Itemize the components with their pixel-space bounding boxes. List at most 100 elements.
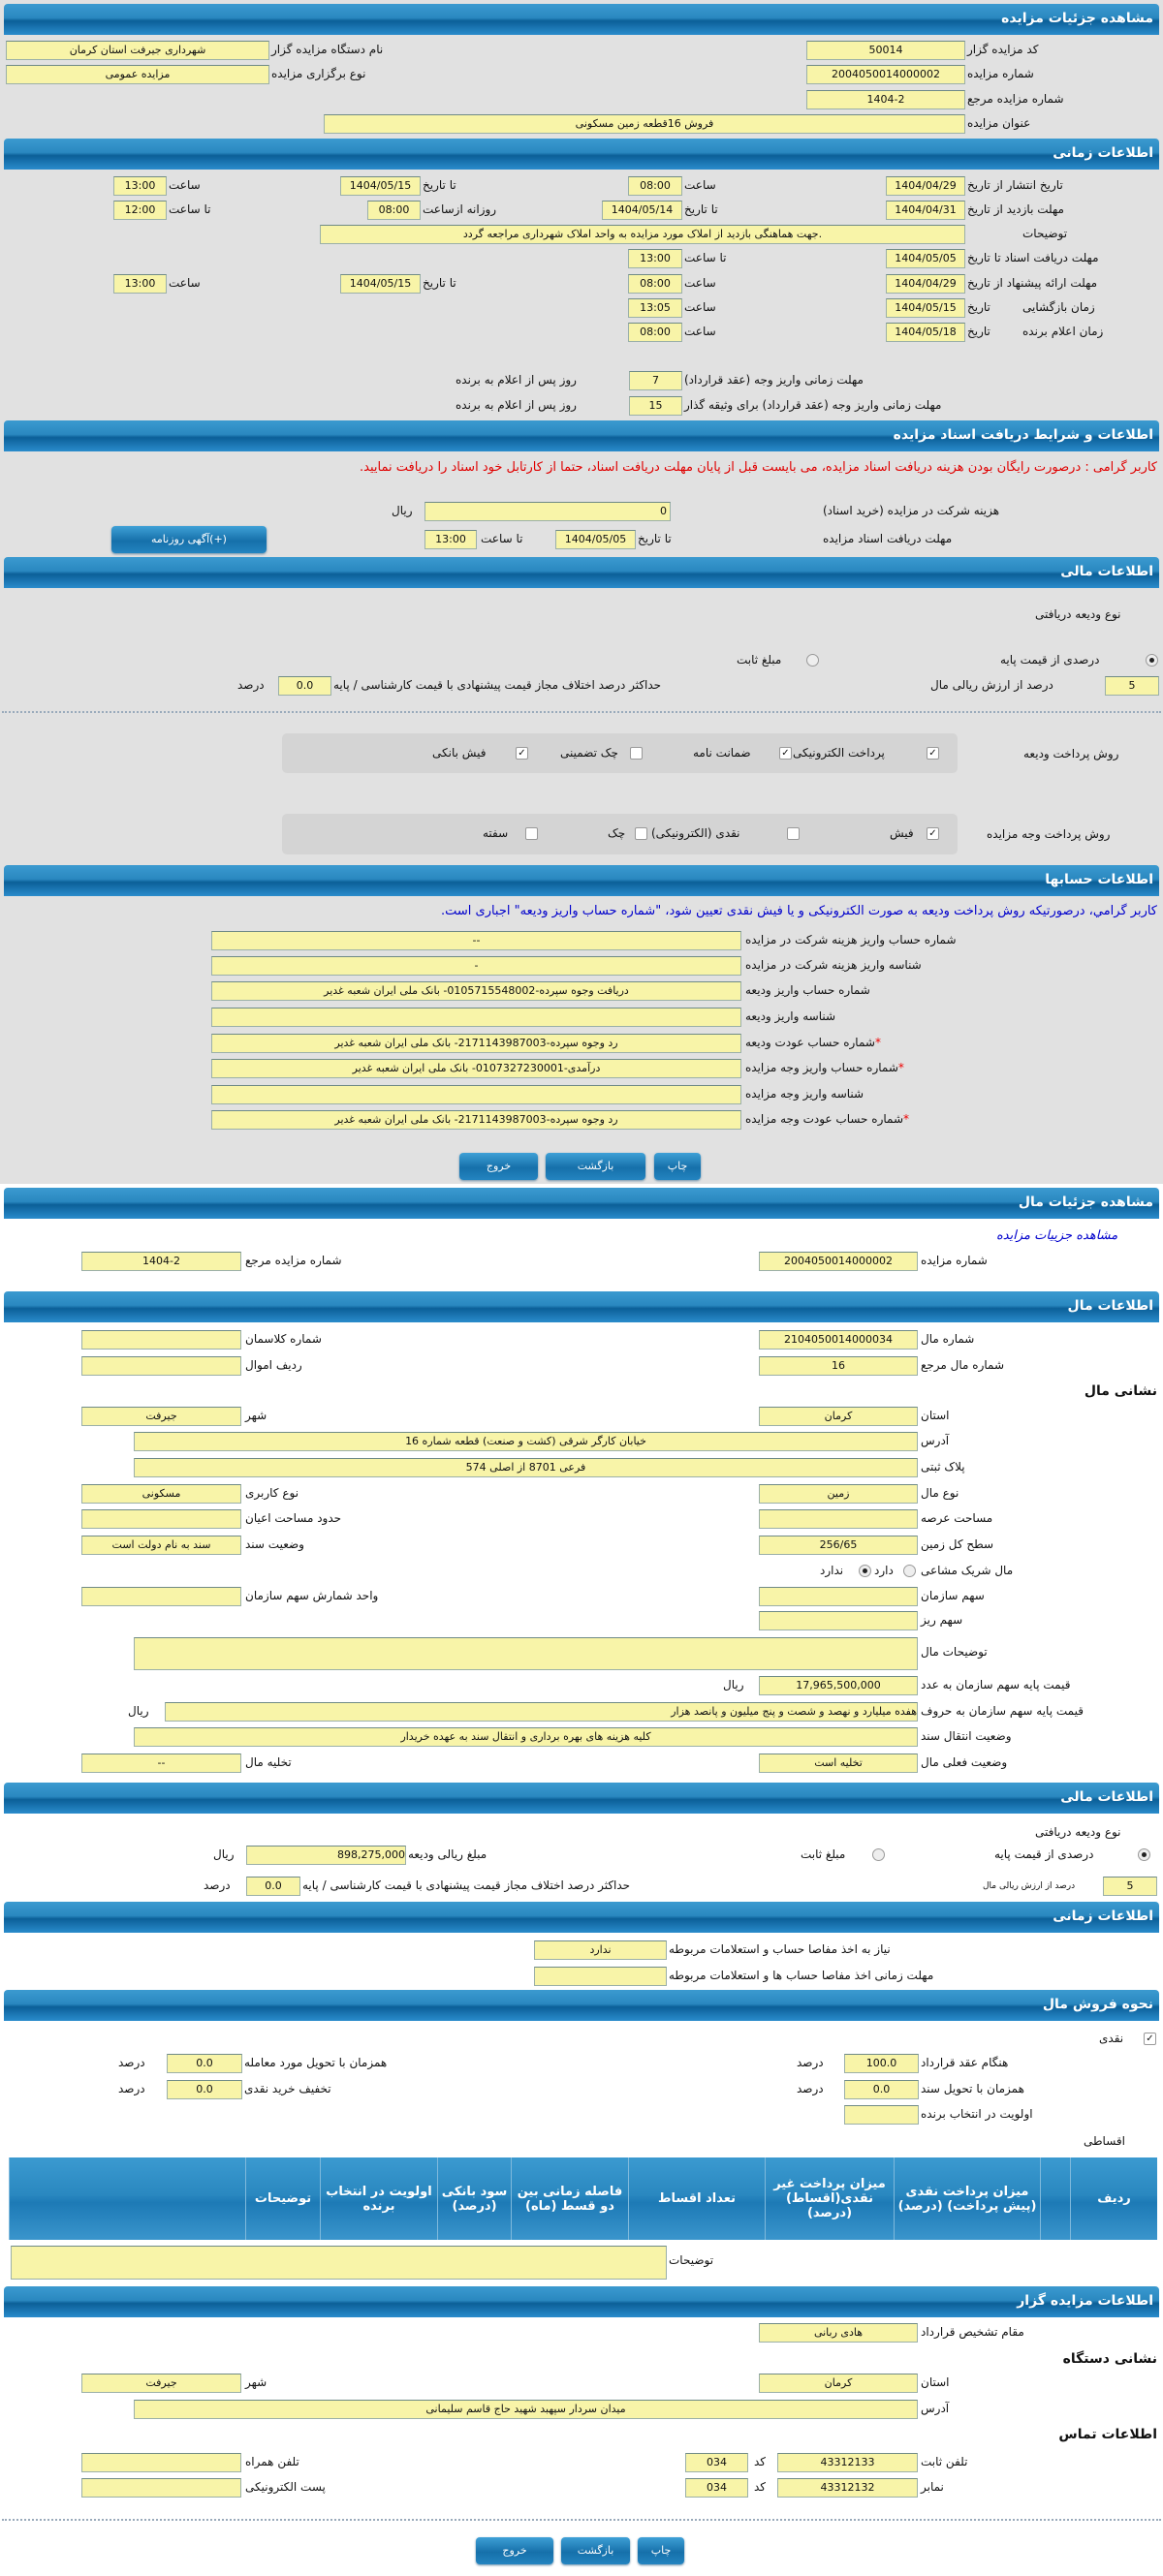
visit-label: مهلت بازدید از تاریخ xyxy=(967,202,1064,216)
section-header-item-details: مشاهده جزئیات مال xyxy=(4,1188,1159,1219)
docs-time-label: تا ساعت xyxy=(684,251,727,264)
back-button-bottom[interactable]: بازگشت xyxy=(561,2537,630,2564)
asset-row-label: ردیف اموال xyxy=(245,1358,302,1372)
deed-transfer-label: وضعیت انتقال سند xyxy=(921,1729,1012,1743)
contract-authority-label: مقام تشخیص قرارداد xyxy=(921,2325,1024,2339)
column-header: سود بانکی (درصد) xyxy=(437,2157,512,2240)
shared-has-not-radio[interactable] xyxy=(859,1565,871,1577)
contract-percent-field: 100.0 xyxy=(844,2054,919,2073)
docs-date-field: 1404/05/05 xyxy=(886,249,965,268)
item-max-difference-field: 0.0 xyxy=(246,1877,300,1896)
item-city-label: شهر xyxy=(245,1409,267,1422)
auctioneer-code-field: 50014 xyxy=(806,41,965,60)
winner-time-label: ساعت xyxy=(684,325,716,338)
fixed-amount-radio[interactable] xyxy=(806,654,819,667)
deposit-id-label: شناسه واریز ودیعه xyxy=(745,1009,836,1023)
auction-details-link[interactable]: مشاهده جزییات مزایده xyxy=(996,1228,1118,1243)
offer-to-field: 1404/05/15 xyxy=(340,274,421,294)
item-percent-radio[interactable] xyxy=(1138,1848,1150,1861)
delivery-percent-label: همزمان با تحویل مورد معامله xyxy=(244,2056,388,2069)
auction-type-field: مزایده عمومی xyxy=(6,65,269,84)
percent-of-base-radio[interactable] xyxy=(1146,654,1158,667)
organization-label: نام دستگاه مزایده گزار xyxy=(271,43,384,56)
max-difference-field: 0.0 xyxy=(278,676,331,696)
org-city-label: شهر xyxy=(245,2375,267,2389)
item-auction-number-label: شماره مزایده xyxy=(921,1254,988,1267)
item-kind-label: نوع مال xyxy=(921,1486,959,1500)
cash-discount-field: 0.0 xyxy=(167,2080,242,2099)
deposit-type-label: نوع ودیعه دریافتی xyxy=(1035,607,1121,621)
bank-receipt-checkbox[interactable]: ✓ xyxy=(516,747,528,760)
fax-code-field: 034 xyxy=(685,2478,748,2498)
base-price-words-unit: ریال xyxy=(128,1704,149,1718)
account-row: شناسه واریز ودیعه xyxy=(0,1008,1163,1029)
max-difference-unit: درصد xyxy=(237,678,265,692)
item-description-field xyxy=(134,1637,918,1670)
column-header: فاصله زمانی بین دو قسط (ماه) xyxy=(511,2157,629,2240)
organization-field: شهرداری جیرفت استان کرمان xyxy=(6,41,269,60)
item-max-difference-unit: درصد xyxy=(204,1878,231,1892)
cash-sale-checkbox[interactable]: ✓ xyxy=(1144,2033,1156,2045)
offer-label: مهلت ارائه پیشنهاد از تاریخ xyxy=(967,276,1098,290)
org-address-field: میدان سردار سپهبد شهید حاج قاسم سلیمانی xyxy=(134,2400,918,2419)
publish-time-label: ساعت xyxy=(684,178,716,192)
deed-transfer-field: کلیه هزینه های بهره برداری و انتقال سند … xyxy=(134,1727,918,1747)
column-header: اولویت در انتخاب برنده xyxy=(320,2157,438,2240)
exit-button-bottom[interactable]: خروج xyxy=(476,2537,553,2564)
clearance-label: نیاز به اخذ مفاصا حساب و استعلامات مربوط… xyxy=(669,1942,891,1956)
visit-from-field: 1404/04/31 xyxy=(886,201,965,220)
back-button[interactable]: بازگشت xyxy=(546,1153,645,1180)
section-header-item-timing: اطلاعات زمانی xyxy=(4,1902,1159,1933)
share-unit-field xyxy=(81,1587,241,1606)
docs-deadline-to-label: تا تاریخ xyxy=(638,532,672,545)
clearance-field: ندارد xyxy=(534,1940,667,1960)
promissory-note-checkbox[interactable] xyxy=(525,827,538,840)
item-fixed-radio[interactable] xyxy=(872,1848,885,1861)
deposit-amount-unit: ریال xyxy=(213,1847,235,1861)
deposit-amount-field: 898,275,000 xyxy=(246,1846,406,1865)
auction-payment-account-text: شماره حساب واریز وجه مزایده xyxy=(745,1061,898,1074)
org-province-label: استان xyxy=(921,2375,950,2389)
deposit-refund-account-label: *شماره حساب عودت ودیعه xyxy=(745,1036,881,1049)
item-auction-number-field: 2004050014000002 xyxy=(759,1252,918,1271)
visit-description-label: توضیحات xyxy=(1022,227,1068,240)
offer-to-label: تا تاریخ xyxy=(423,276,456,290)
certified-check-checkbox[interactable] xyxy=(630,747,643,760)
winner-time-field: 08:00 xyxy=(628,323,682,342)
phone-label: تلفن ثابت xyxy=(921,2455,968,2468)
item-number-label: شماره مال xyxy=(921,1332,975,1346)
item-deposit-percent-field: 5 xyxy=(1103,1877,1157,1896)
current-status-field: تخلیه است xyxy=(759,1754,918,1773)
required-marker: * xyxy=(897,1061,904,1074)
collateral-deadline-field: 15 xyxy=(629,396,682,416)
print-button[interactable]: چاپ xyxy=(654,1153,701,1180)
item-reference-number-label: شماره مال مرجع xyxy=(921,1358,1005,1372)
mobile-field xyxy=(81,2453,241,2472)
total-land-field: 256/65 xyxy=(759,1536,918,1555)
account-row: شناسه واریز وجه مزایده xyxy=(0,1085,1163,1106)
publish-to-field: 1404/05/15 xyxy=(340,176,421,196)
guarantee-checkbox[interactable]: ✓ xyxy=(779,747,792,760)
shared-has-radio[interactable] xyxy=(903,1565,916,1577)
print-button-bottom[interactable]: چاپ xyxy=(638,2537,684,2564)
newspaper-ad-button[interactable]: آگهی روزنامه(+) xyxy=(111,526,267,553)
check-checkbox[interactable] xyxy=(635,827,647,840)
item-kind-field: زمین xyxy=(759,1484,918,1504)
visit-daily-to-field: 12:00 xyxy=(113,201,167,220)
registration-plate-field: فرعی 8701 از اصلی 574 xyxy=(134,1458,918,1477)
winner-priority-label: اولویت در انتخاب برنده xyxy=(921,2107,1033,2121)
registration-plate-label: پلاک ثبتی xyxy=(921,1460,965,1474)
payment-deadline-field: 7 xyxy=(629,371,682,390)
auction-payment-id-label: شناسه واریز وجه مزایده xyxy=(745,1087,864,1101)
contract-authority-field: هادی ربانی xyxy=(759,2323,918,2343)
deed-status-label: وضعیت سند xyxy=(245,1537,304,1551)
receipt-checkbox[interactable]: ✓ xyxy=(927,827,939,840)
contract-percent-unit: درصد xyxy=(797,2056,824,2069)
clearance-deadline-label: مهلت زمانی اخذ مفاصا حساب ها و استعلامات… xyxy=(669,1969,934,1982)
exit-button[interactable]: خروج xyxy=(459,1153,538,1180)
cash-electronic-checkbox[interactable] xyxy=(787,827,800,840)
electronic-payment-checkbox[interactable]: ✓ xyxy=(927,747,939,760)
deposit-percent-field: 5 xyxy=(1105,676,1159,696)
offer-to-time-field: 13:00 xyxy=(113,274,167,294)
column-header xyxy=(1040,2157,1071,2240)
